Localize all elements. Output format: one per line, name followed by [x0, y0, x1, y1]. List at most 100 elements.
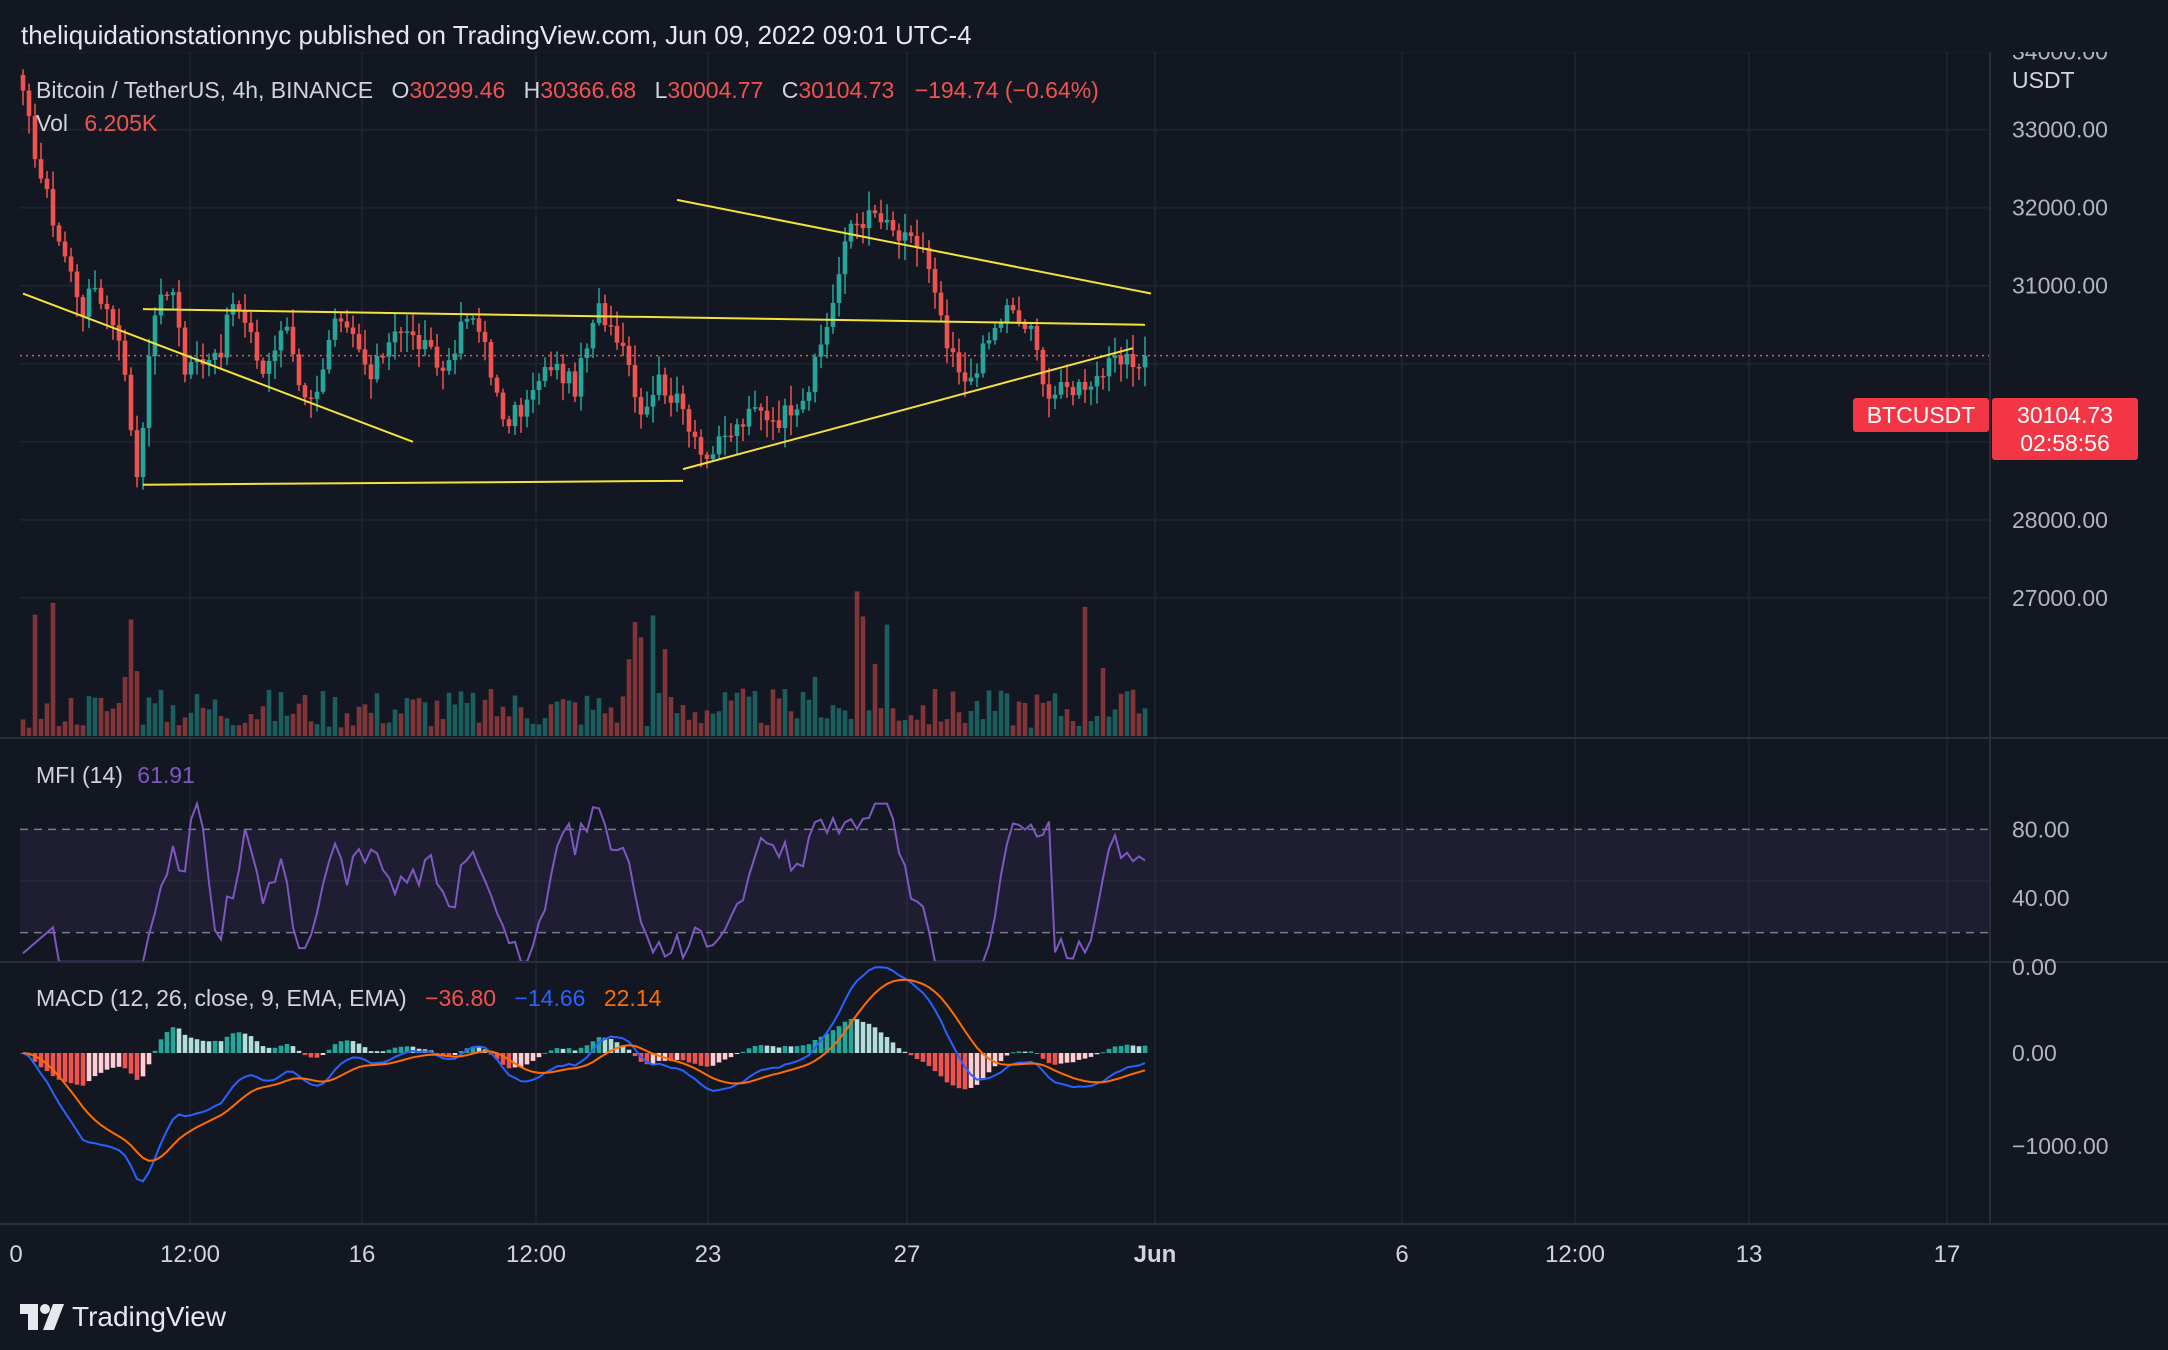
candle-body: [350, 327, 356, 335]
candle-body: [848, 223, 854, 242]
volume-bar: [194, 693, 200, 736]
candle-body: [488, 342, 494, 378]
macd-hist-bar: [914, 1053, 920, 1060]
volume-bar: [134, 671, 140, 736]
candle-body: [452, 353, 458, 361]
macd-hist-bar: [998, 1053, 1004, 1062]
macd-hist-bar: [1130, 1045, 1136, 1053]
macd-hist-bar: [1028, 1051, 1034, 1053]
macd-hist-bar: [194, 1039, 200, 1053]
macd-hist-bar: [620, 1045, 626, 1053]
volume-bar: [290, 713, 296, 736]
publish-line: theliquidationstationnyc published on Tr…: [21, 19, 972, 50]
candle-body: [368, 364, 374, 380]
macd-hist-bar: [116, 1053, 122, 1067]
macd-hist-bar: [128, 1053, 134, 1074]
macd-hist-bar: [68, 1053, 74, 1084]
macd-hist-bar: [878, 1032, 884, 1053]
macd-hist-bar: [374, 1051, 380, 1053]
volume-bar: [788, 711, 794, 736]
macd-hist-bar: [698, 1053, 704, 1066]
macd-hist-bar: [152, 1050, 158, 1053]
volume-bar: [230, 725, 236, 736]
candle-body: [806, 392, 812, 401]
volume-bar: [350, 725, 356, 736]
macd-hist-bar: [566, 1048, 572, 1053]
macd-hist-bar: [1082, 1053, 1088, 1059]
volume-bar: [980, 719, 986, 736]
candle-body: [110, 309, 116, 326]
candle-body: [662, 374, 668, 396]
time-axis-label: 12:00: [1545, 1241, 1605, 1268]
pane-separators[interactable]: [0, 52, 2168, 1225]
time-axis-label: 12:00: [506, 1241, 566, 1268]
volume-bar: [614, 722, 620, 736]
candle-body: [890, 219, 896, 231]
candle-body: [644, 406, 650, 415]
candle-body: [620, 342, 626, 346]
candles[interactable]: [20, 69, 1990, 490]
time-axis[interactable]: 0 12:00 16 12:00 23 27 Jun 6 12:00 13 17: [9, 1241, 1960, 1268]
macd-hist-bar: [806, 1044, 812, 1053]
candle-body: [632, 365, 638, 398]
volume-bar: [440, 718, 446, 736]
volume-bar: [212, 699, 218, 736]
candle-body: [1106, 358, 1112, 377]
candle-body: [716, 436, 722, 455]
candle-body: [392, 331, 398, 343]
candle-body: [272, 350, 278, 361]
candle-body: [1028, 325, 1034, 329]
trendlines[interactable]: [22, 198, 1152, 486]
volume-bar: [590, 709, 596, 736]
macd-hist-bar: [134, 1053, 140, 1080]
price-scale[interactable]: 34000.0033000.0032000.0031000.0029000.00…: [2012, 52, 2108, 611]
volume-bar: [926, 724, 932, 736]
macd-hist-bar: [86, 1053, 92, 1082]
candle-body: [740, 424, 746, 427]
volume-bar: [368, 712, 374, 736]
candle-body: [446, 360, 452, 371]
volume-bar: [902, 720, 908, 736]
volume-bar: [206, 709, 212, 736]
publish-header: theliquidationstationnyc published on Tr…: [0, 0, 2168, 70]
candle-body: [1130, 353, 1136, 368]
candle-body: [404, 331, 410, 333]
macd-hist-bar: [542, 1052, 548, 1054]
volume-bar: [422, 702, 428, 736]
candle-body: [968, 377, 974, 382]
chart-area[interactable]: Bitcoin / TetherUS, 4h, BINANCE O30299.4…: [0, 52, 2168, 1284]
candle-body: [944, 315, 950, 349]
candle-body: [164, 294, 170, 297]
volume-bar: [866, 710, 872, 736]
legend-high: 30366.68: [540, 77, 636, 103]
volume-bar: [530, 723, 536, 736]
volume-bar: [356, 706, 362, 736]
candle-body: [104, 303, 110, 310]
candle-body: [152, 315, 158, 357]
macd-hist-bar: [650, 1053, 656, 1064]
candle-body: [614, 325, 620, 343]
candle-body: [158, 294, 164, 316]
volume-bar: [272, 720, 278, 736]
candle-body: [116, 325, 122, 341]
candle-body: [800, 400, 806, 410]
macd-scale: 0.00 −1000.00: [2012, 1040, 2109, 1159]
macd-hist-bar: [470, 1046, 476, 1053]
volume-bar: [1070, 721, 1076, 736]
macd-hist-bar: [206, 1041, 212, 1053]
volume-bar: [278, 692, 284, 736]
candle-body: [596, 303, 602, 323]
volume-bar: [686, 719, 692, 736]
mfi-tick-label: 80.00: [2012, 816, 2070, 842]
macd-hist-bar: [896, 1048, 902, 1053]
volume-bar: [842, 710, 848, 736]
candle-body: [128, 374, 134, 431]
candle-body: [122, 340, 128, 375]
trendline: [682, 347, 1134, 471]
macd-hist-bar: [326, 1049, 332, 1053]
candle-body: [1010, 305, 1016, 311]
volume-bar: [326, 726, 332, 736]
candle-body: [206, 359, 212, 365]
tradingview-logo[interactable]: TradingView: [20, 1301, 226, 1333]
candle-body: [512, 404, 518, 427]
